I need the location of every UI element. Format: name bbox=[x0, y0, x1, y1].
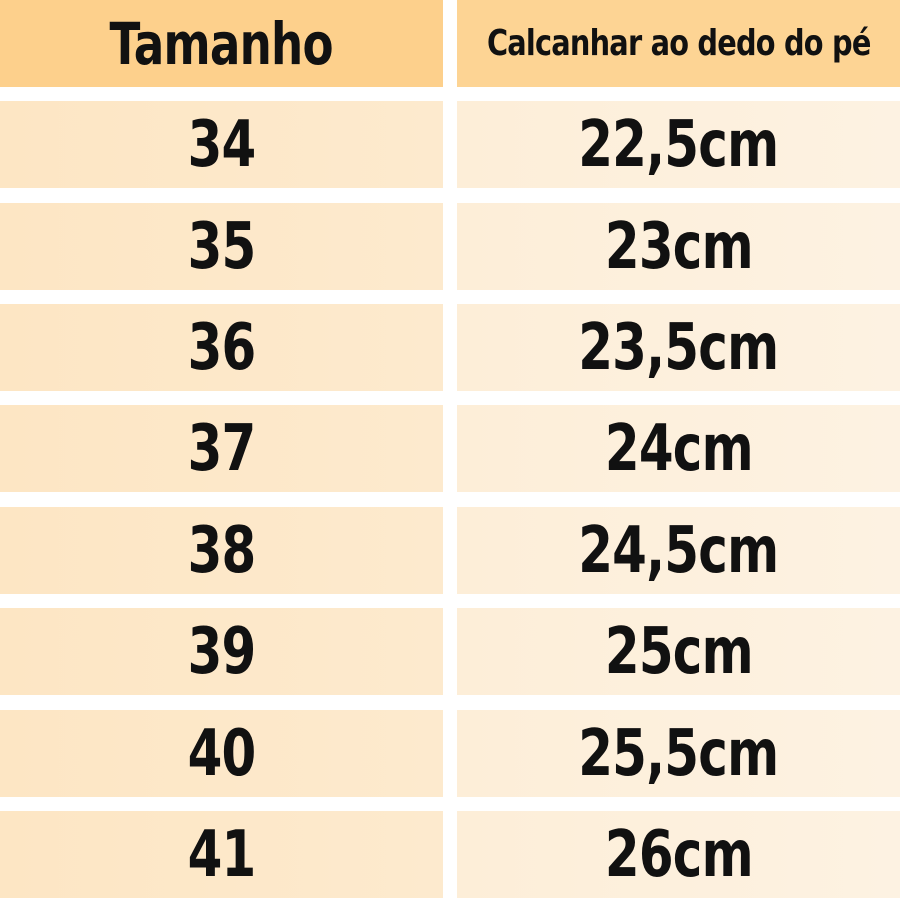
length-value: 25cm bbox=[604, 614, 754, 689]
size-value: 35 bbox=[187, 209, 257, 284]
length-value: 25,5cm bbox=[578, 716, 779, 791]
size-cell: 41 bbox=[0, 811, 443, 898]
size-cell: 40 bbox=[0, 710, 443, 797]
size-cell: 34 bbox=[0, 101, 443, 188]
size-value: 40 bbox=[187, 716, 257, 791]
length-cell: 26cm bbox=[457, 811, 900, 898]
size-value: 41 bbox=[187, 817, 257, 892]
length-cell: 22,5cm bbox=[457, 101, 900, 188]
header-length-label: Calcanhar ao dedo do pé bbox=[486, 23, 871, 64]
length-value: 23,5cm bbox=[578, 310, 779, 385]
size-cell: 35 bbox=[0, 203, 443, 290]
size-cell: 37 bbox=[0, 405, 443, 492]
size-cell: 38 bbox=[0, 507, 443, 594]
length-cell: 24,5cm bbox=[457, 507, 900, 594]
length-value: 23cm bbox=[604, 209, 754, 284]
length-value: 26cm bbox=[604, 817, 754, 892]
length-cell: 23cm bbox=[457, 203, 900, 290]
length-cell: 24cm bbox=[457, 405, 900, 492]
length-value: 24cm bbox=[604, 411, 754, 486]
length-value: 24,5cm bbox=[578, 513, 779, 588]
size-cell: 39 bbox=[0, 608, 443, 695]
size-value: 34 bbox=[187, 107, 257, 182]
size-value: 39 bbox=[187, 614, 257, 689]
length-cell: 23,5cm bbox=[457, 304, 900, 391]
length-cell: 25,5cm bbox=[457, 710, 900, 797]
size-value: 36 bbox=[187, 310, 257, 385]
header-size: Tamanho bbox=[0, 0, 443, 87]
length-cell: 25cm bbox=[457, 608, 900, 695]
header-length: Calcanhar ao dedo do pé bbox=[457, 0, 900, 87]
size-value: 37 bbox=[187, 411, 257, 486]
size-cell: 36 bbox=[0, 304, 443, 391]
header-size-label: Tamanho bbox=[109, 9, 334, 78]
length-value: 22,5cm bbox=[578, 107, 779, 182]
size-value: 38 bbox=[187, 513, 257, 588]
